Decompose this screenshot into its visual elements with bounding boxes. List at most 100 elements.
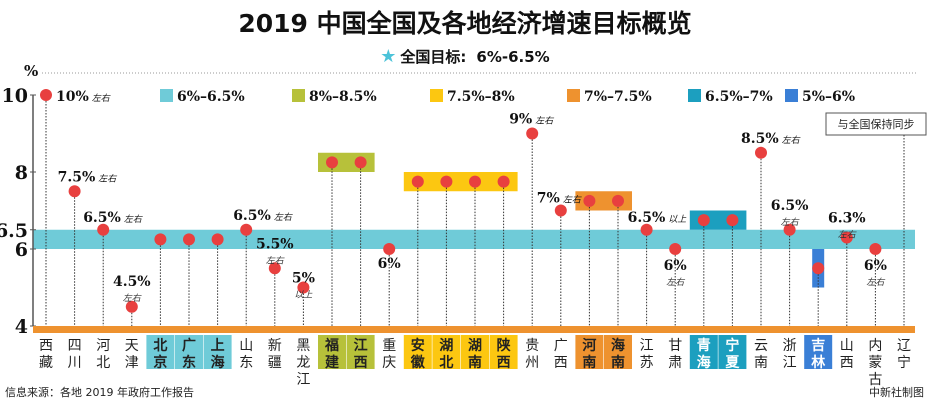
province-name: 西: [497, 355, 511, 371]
data-label: 7% 左右: [537, 191, 582, 207]
province-name: 西: [840, 355, 854, 371]
data-point: [154, 233, 167, 246]
legend-swatch: [160, 89, 173, 102]
province-label-bg: [489, 335, 518, 369]
data-point: [669, 243, 682, 255]
province-label-bg: [604, 335, 632, 369]
province-name: 肃: [668, 355, 682, 371]
province-name: 古: [868, 372, 882, 388]
legend-swatch: [292, 89, 305, 102]
data-label: 8.5% 左右: [741, 131, 801, 147]
data-label: 6%: [864, 258, 887, 274]
province-name: 宁: [897, 354, 911, 371]
province-name: 蒙: [868, 355, 882, 371]
data-point: [612, 194, 624, 207]
y-axis-label: %: [24, 62, 38, 80]
data-point: [554, 204, 567, 217]
data-label: 6%: [378, 256, 401, 272]
national-sync-box: [825, 112, 927, 136]
data-point: [726, 214, 739, 227]
province-name: 山: [840, 338, 854, 354]
data-point: [640, 223, 653, 236]
data-label: 5.5%: [256, 236, 294, 252]
province-label-bg: [146, 335, 175, 369]
data-note: 左右: [266, 255, 285, 266]
chart-subtitle: ★ 全国目标: 6%-6.5%: [0, 46, 930, 67]
province-name: 川: [68, 355, 82, 371]
credit-note: 中新社制图: [869, 386, 924, 399]
data-point: [240, 223, 253, 236]
province-name: 青: [697, 337, 711, 354]
province-name: 龙: [296, 355, 310, 371]
province-name: 东: [239, 355, 253, 371]
province-name: 北: [96, 355, 110, 371]
province-name: 西: [39, 338, 53, 354]
data-point: [697, 214, 710, 227]
province-label-bg: [575, 335, 604, 369]
province-label-bg: [175, 335, 203, 369]
province-name: 云: [754, 338, 768, 354]
data-label: 5%: [292, 271, 315, 287]
province-label-bg: [346, 335, 375, 369]
data-label: 6%: [664, 258, 687, 274]
data-point: [755, 146, 767, 159]
province-name: 贵: [525, 338, 539, 354]
data-point: [40, 89, 52, 101]
subtitle-label: 全国目标:: [400, 48, 467, 66]
province-name: 湖: [439, 338, 453, 354]
province-name: 江: [783, 355, 797, 371]
y-tick-label: 6: [15, 239, 28, 261]
province-name: 福: [324, 337, 339, 354]
province-name: 南: [468, 354, 482, 371]
legend-label: 8%–8.5%: [309, 89, 377, 105]
data-label: 6.5% 左右: [83, 210, 143, 226]
legend-swatch: [785, 89, 798, 102]
legend-label: 6.5%–7%: [705, 89, 773, 105]
range-band: [403, 172, 518, 192]
data-point: [68, 185, 81, 198]
province-name: 西: [354, 355, 368, 371]
legend-swatch: [430, 89, 443, 102]
province-name: 海: [611, 337, 625, 354]
province-name: 海: [697, 354, 711, 371]
province-name: 重: [382, 338, 396, 354]
data-point: [211, 233, 224, 246]
data-point: [869, 243, 882, 255]
province-name: 江: [640, 338, 654, 354]
province-name: 辽: [897, 338, 911, 354]
chart-title: 2019 中国全国及各地经济增速目标概览: [238, 9, 692, 38]
data-note: 左右: [866, 277, 885, 288]
data-point: [526, 127, 539, 140]
province-label-bg: [203, 335, 232, 369]
legend-label: 7.5%–8%: [447, 89, 515, 105]
legend-label: 6%–6.5%: [177, 89, 245, 105]
y-tick-label: 6.5: [0, 220, 28, 242]
legend-label: 7%–7.5%: [584, 89, 652, 105]
data-point: [183, 233, 195, 246]
data-point: [383, 243, 396, 255]
province-name: 庆: [382, 355, 396, 371]
legend-swatch: [688, 89, 701, 102]
province-name: 建: [325, 354, 339, 371]
province-name: 河: [582, 337, 596, 354]
province-label-bg: [718, 335, 747, 369]
province-name: 州: [525, 355, 539, 371]
province-name: 四: [68, 338, 82, 354]
province-name: 南: [754, 355, 768, 371]
province-name: 津: [125, 355, 139, 371]
province-label-bg: [689, 335, 718, 369]
data-label: 6.3%: [828, 210, 866, 226]
data-point: [440, 175, 453, 188]
national-target-band: [33, 229, 915, 249]
province-name: 江: [296, 372, 310, 388]
data-point: [354, 156, 367, 169]
y-tick-label: 4: [15, 316, 28, 338]
data-note: 左右: [123, 293, 142, 304]
legend-label: 5%–6%: [802, 89, 855, 105]
y-tick-label: 10: [2, 85, 28, 107]
province-name: 山: [239, 338, 253, 354]
province-label-bg: [804, 335, 833, 369]
province-name: 上: [211, 338, 225, 354]
subtitle-value: 6%-6.5%: [476, 48, 550, 66]
